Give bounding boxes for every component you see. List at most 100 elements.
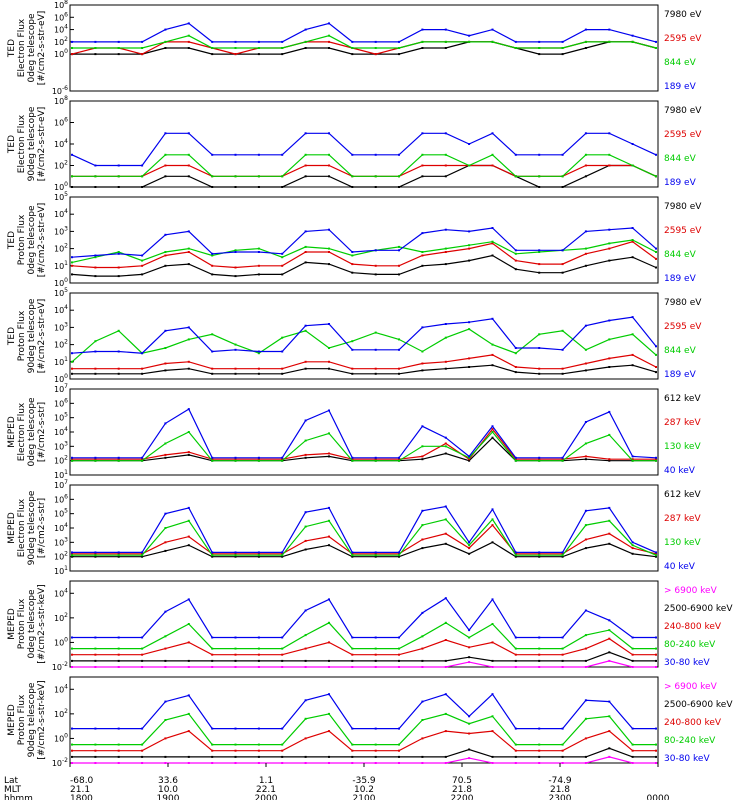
data-point bbox=[421, 326, 424, 329]
data-point bbox=[257, 551, 260, 554]
data-point bbox=[491, 353, 494, 356]
data-point bbox=[514, 743, 517, 746]
data-point bbox=[631, 666, 634, 668]
series-line bbox=[72, 651, 656, 662]
y-tick-label: 102 bbox=[54, 708, 68, 719]
y-tick-label: 104 bbox=[54, 208, 68, 219]
data-point bbox=[141, 636, 144, 639]
data-point bbox=[444, 621, 447, 624]
data-point bbox=[421, 538, 424, 541]
data-point bbox=[141, 727, 144, 730]
data-point bbox=[351, 554, 354, 557]
data-point bbox=[584, 28, 587, 31]
data-point bbox=[421, 369, 424, 372]
data-point bbox=[211, 456, 214, 459]
data-point bbox=[281, 743, 284, 746]
data-point bbox=[94, 175, 97, 178]
data-point bbox=[468, 34, 471, 37]
data-point bbox=[421, 445, 424, 448]
data-point bbox=[187, 40, 190, 43]
data-point bbox=[421, 254, 424, 257]
data-point bbox=[421, 666, 424, 668]
data-point bbox=[561, 554, 564, 557]
y-tick-label: 100 bbox=[54, 373, 68, 384]
data-point bbox=[538, 666, 541, 668]
data-point bbox=[374, 755, 377, 758]
data-point bbox=[584, 717, 587, 720]
y-tick-label: 104 bbox=[54, 522, 68, 533]
data-point bbox=[304, 47, 307, 49]
data-point bbox=[164, 28, 167, 31]
y-tick-label: 105 bbox=[54, 508, 68, 519]
data-point bbox=[538, 263, 541, 266]
y-tick-label: 105 bbox=[54, 191, 68, 202]
data-point bbox=[608, 459, 611, 462]
data-point bbox=[514, 459, 517, 462]
data-point bbox=[468, 40, 471, 43]
data-point bbox=[561, 175, 564, 178]
data-point bbox=[187, 666, 190, 668]
data-point bbox=[117, 551, 120, 554]
data-point bbox=[398, 647, 400, 650]
data-point bbox=[141, 352, 144, 355]
data-point bbox=[71, 762, 73, 764]
data-point bbox=[561, 458, 564, 461]
data-point bbox=[187, 326, 190, 329]
data-point bbox=[468, 552, 471, 555]
data-point bbox=[351, 367, 354, 370]
data-point bbox=[538, 249, 541, 252]
y-axis-label-line: 0deg telescope bbox=[27, 13, 37, 83]
data-point bbox=[141, 647, 144, 650]
data-point bbox=[468, 748, 471, 751]
data-point bbox=[561, 647, 564, 650]
y-tick-label: 102 bbox=[54, 455, 68, 466]
y-tick-label: 100 bbox=[54, 48, 68, 59]
data-point bbox=[561, 727, 564, 730]
data-point bbox=[584, 421, 587, 423]
data-point bbox=[117, 251, 120, 253]
data-point bbox=[468, 547, 471, 550]
data-point bbox=[421, 153, 424, 156]
data-point bbox=[444, 263, 447, 266]
data-point bbox=[141, 762, 144, 764]
data-point bbox=[281, 53, 284, 56]
y-axis-label-line: Electron Flux bbox=[17, 402, 27, 461]
legend-entry: 287 keV bbox=[664, 418, 701, 428]
series-line bbox=[72, 524, 657, 555]
data-point bbox=[631, 636, 634, 639]
data-point bbox=[584, 132, 587, 135]
data-point bbox=[351, 762, 354, 764]
data-point bbox=[584, 509, 587, 512]
data-point bbox=[444, 762, 447, 764]
y-axis-label-line: MEPED bbox=[7, 416, 17, 448]
data-point bbox=[398, 348, 400, 351]
data-point bbox=[514, 47, 517, 49]
data-point bbox=[94, 755, 97, 758]
data-point bbox=[141, 456, 144, 459]
data-point bbox=[117, 266, 120, 269]
y-tick-label: 106 bbox=[54, 397, 68, 408]
data-point bbox=[584, 442, 587, 445]
y-tick-label: 106 bbox=[54, 11, 68, 22]
series-line bbox=[72, 428, 656, 461]
data-point bbox=[117, 40, 120, 43]
data-point bbox=[211, 252, 214, 255]
data-point bbox=[257, 264, 260, 267]
data-point bbox=[94, 266, 97, 269]
data-point bbox=[141, 552, 144, 555]
series-line bbox=[71, 227, 657, 258]
data-point bbox=[164, 422, 167, 425]
data-point bbox=[561, 666, 564, 668]
y-tick-label: 10-2 bbox=[52, 661, 68, 672]
data-point bbox=[71, 749, 73, 752]
data-point bbox=[398, 53, 400, 56]
data-point bbox=[421, 40, 424, 43]
data-point bbox=[351, 647, 354, 650]
data-point bbox=[211, 554, 214, 557]
data-point bbox=[71, 551, 73, 554]
data-point bbox=[304, 40, 307, 43]
data-point bbox=[94, 647, 97, 650]
data-point bbox=[514, 259, 517, 262]
data-point bbox=[631, 647, 634, 650]
data-point bbox=[631, 364, 634, 367]
